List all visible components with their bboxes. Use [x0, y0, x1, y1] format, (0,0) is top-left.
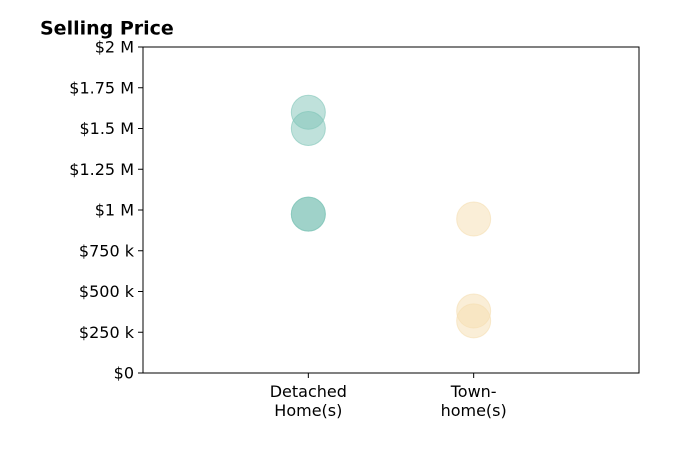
plot-frame	[142, 46, 640, 374]
x-tick-label: Town- home(s)	[440, 382, 507, 420]
x-tick-label: Detached Home(s)	[269, 382, 347, 420]
y-tick-label: $1.25 M	[69, 160, 134, 179]
y-tick-label: $2 M	[95, 38, 134, 57]
point	[456, 303, 492, 339]
y-tick-label: $250 k	[79, 323, 135, 342]
point	[290, 111, 326, 146]
y-tick-label: $1 M	[95, 201, 134, 220]
y-tick-label: $500 k	[79, 282, 135, 301]
y-tick-label: $0	[114, 364, 134, 383]
y-tick-label: $750 k	[79, 241, 135, 260]
chart-title: Selling Price	[40, 18, 174, 40]
y-tick-label: $1.5 M	[79, 119, 134, 138]
y-tick-label: $1.75 M	[69, 78, 134, 97]
point	[456, 201, 492, 237]
point	[290, 196, 326, 232]
